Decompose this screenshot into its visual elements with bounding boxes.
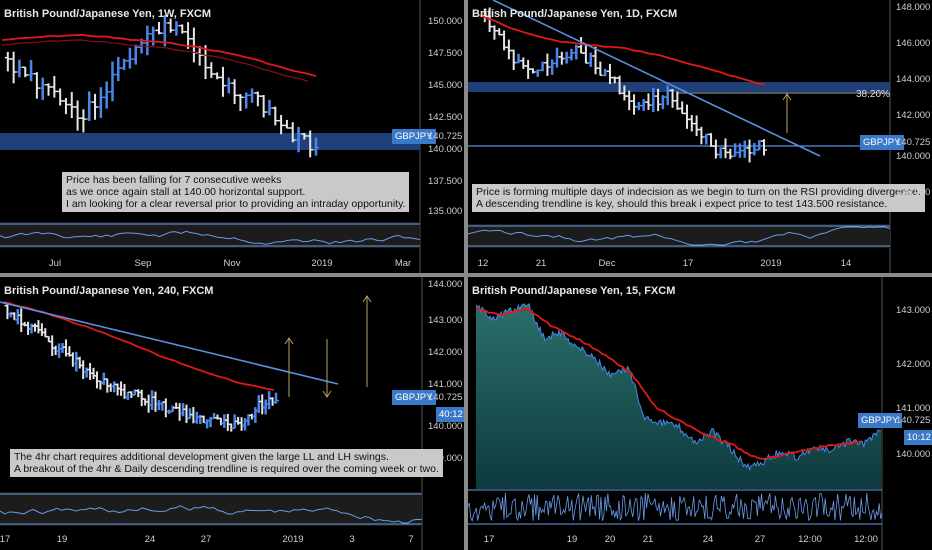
target-arrow-head <box>782 93 792 101</box>
panel-daily: British Pound/Japanese Yen, 1D, FXCM Pri… <box>468 0 932 273</box>
time-tick: Jul <box>48 258 62 269</box>
price-area <box>476 303 881 489</box>
annotation-note: Price is forming multiple days of indeci… <box>472 184 925 212</box>
symbol-tag: GBPJPY <box>860 135 904 150</box>
time-tick: 20 <box>604 534 616 545</box>
time-tick: Mar <box>394 258 412 269</box>
price-line <box>475 302 882 472</box>
rsi-line <box>0 230 421 245</box>
fib-level-label: 38.20% <box>856 89 890 100</box>
time-tick: Nov <box>223 258 241 269</box>
rsi-line <box>468 226 891 246</box>
price-tick: 145.000 <box>428 80 463 91</box>
rsi-line <box>0 505 423 524</box>
time-tick: Sep <box>134 258 152 269</box>
time-tick: 2019 <box>311 258 333 269</box>
rsi-line <box>468 492 883 523</box>
descending-trendline <box>0 301 339 385</box>
time-tick: 17 <box>682 258 694 269</box>
time-tick: 12 <box>477 258 489 269</box>
annotation-note: Price has been falling for 7 consecutive… <box>62 172 410 212</box>
price-tick: 140.000 <box>896 449 931 460</box>
time-tick: 27 <box>754 534 766 545</box>
time-tick: 17 <box>483 534 495 545</box>
price-tick: 140.000 <box>896 151 931 162</box>
swing-arrow-head <box>322 390 332 398</box>
last-price-label: 140.725 <box>896 415 931 426</box>
time-tick: 19 <box>566 534 578 545</box>
price-tick: 140.000 <box>428 421 463 432</box>
time-tick: 24 <box>702 534 714 545</box>
price-tick: 148.000 <box>896 2 931 13</box>
price-tick: 142.000 <box>428 347 463 358</box>
moving-average-line-slow <box>1 39 309 82</box>
price-tick: 142.000 <box>896 110 931 121</box>
time-tick: 12:00 <box>798 534 822 545</box>
price-tick: 140.000 <box>428 144 463 155</box>
chart-title: British Pound/Japanese Yen, 1D, FXCM <box>472 8 678 20</box>
annotation-note: The 4hr chart requires additional develo… <box>10 449 443 477</box>
bar-countdown: 10:12 <box>904 430 932 445</box>
price-tick: 141.000 <box>896 403 931 414</box>
rsi-background <box>0 492 422 526</box>
symbol-tag: GBPJPY <box>392 129 436 144</box>
price-tick: 144.000 <box>896 74 931 85</box>
time-tick: 3 <box>349 534 355 545</box>
bar-countdown: 40:12 <box>436 407 464 422</box>
price-tick: 135.000 <box>428 206 463 217</box>
moving-average-line <box>3 301 275 391</box>
price-tick: 139.000 <box>428 453 463 464</box>
swing-arrow-head <box>362 295 372 303</box>
moving-average-line <box>479 14 766 86</box>
time-tick: 19 <box>56 534 68 545</box>
symbol-tag: GBPJPY <box>392 390 436 405</box>
time-tick: 27 <box>200 534 212 545</box>
last-price-label: 140.725 <box>896 137 931 148</box>
price-tick: 137.500 <box>428 176 463 187</box>
chart-15m[interactable] <box>468 277 932 550</box>
time-tick: 12:00 <box>854 534 878 545</box>
panel-divider-horizontal[interactable] <box>0 273 932 277</box>
moving-average-line <box>475 307 862 460</box>
time-tick: Dec <box>598 258 616 269</box>
price-tick: 142.500 <box>428 112 463 123</box>
last-price-label: 140.725 <box>428 392 463 403</box>
chart-title: British Pound/Japanese Yen, 1W, FXCM <box>4 8 212 20</box>
chart-4hr[interactable] <box>0 277 464 550</box>
price-tick: 146.000 <box>896 38 931 49</box>
time-tick: 21 <box>535 258 547 269</box>
support-zone <box>0 133 420 150</box>
panel-15m: British Pound/Japanese Yen, 15, FXCM GBP… <box>468 277 932 550</box>
time-tick: 2019 <box>760 258 782 269</box>
price-tick: 150.000 <box>428 16 463 27</box>
price-tick: 143.000 <box>428 315 463 326</box>
price-tick: 142.000 <box>896 359 931 370</box>
swing-arrow-head <box>284 337 294 345</box>
price-tick: 144.000 <box>428 279 463 290</box>
descending-trendline <box>492 0 821 157</box>
moving-average-line <box>1 34 317 78</box>
panel-4hr: British Pound/Japanese Yen, 240, FXCM Th… <box>0 277 464 550</box>
chart-title: British Pound/Japanese Yen, 240, FXCM <box>4 285 214 297</box>
price-tick: 138.000 <box>896 187 931 198</box>
time-tick: 14 <box>840 258 852 269</box>
resistance-zone <box>468 82 890 92</box>
time-tick: 21 <box>642 534 654 545</box>
time-tick: 2019 <box>282 534 304 545</box>
chart-title: British Pound/Japanese Yen, 15, FXCM <box>472 285 676 297</box>
last-price-label: 140.725 <box>428 131 463 142</box>
symbol-tag: GBPJPY <box>858 413 902 428</box>
chart-weekly[interactable] <box>0 0 464 273</box>
price-tick: 143.000 <box>896 305 931 316</box>
chart-daily[interactable] <box>468 0 932 273</box>
price-tick: 141.000 <box>428 379 463 390</box>
time-tick: 7 <box>408 534 414 545</box>
time-tick: 24 <box>144 534 156 545</box>
price-tick: 147.500 <box>428 48 463 59</box>
panel-weekly: British Pound/Japanese Yen, 1W, FXCM Pri… <box>0 0 464 273</box>
time-tick: 17 <box>0 534 11 545</box>
